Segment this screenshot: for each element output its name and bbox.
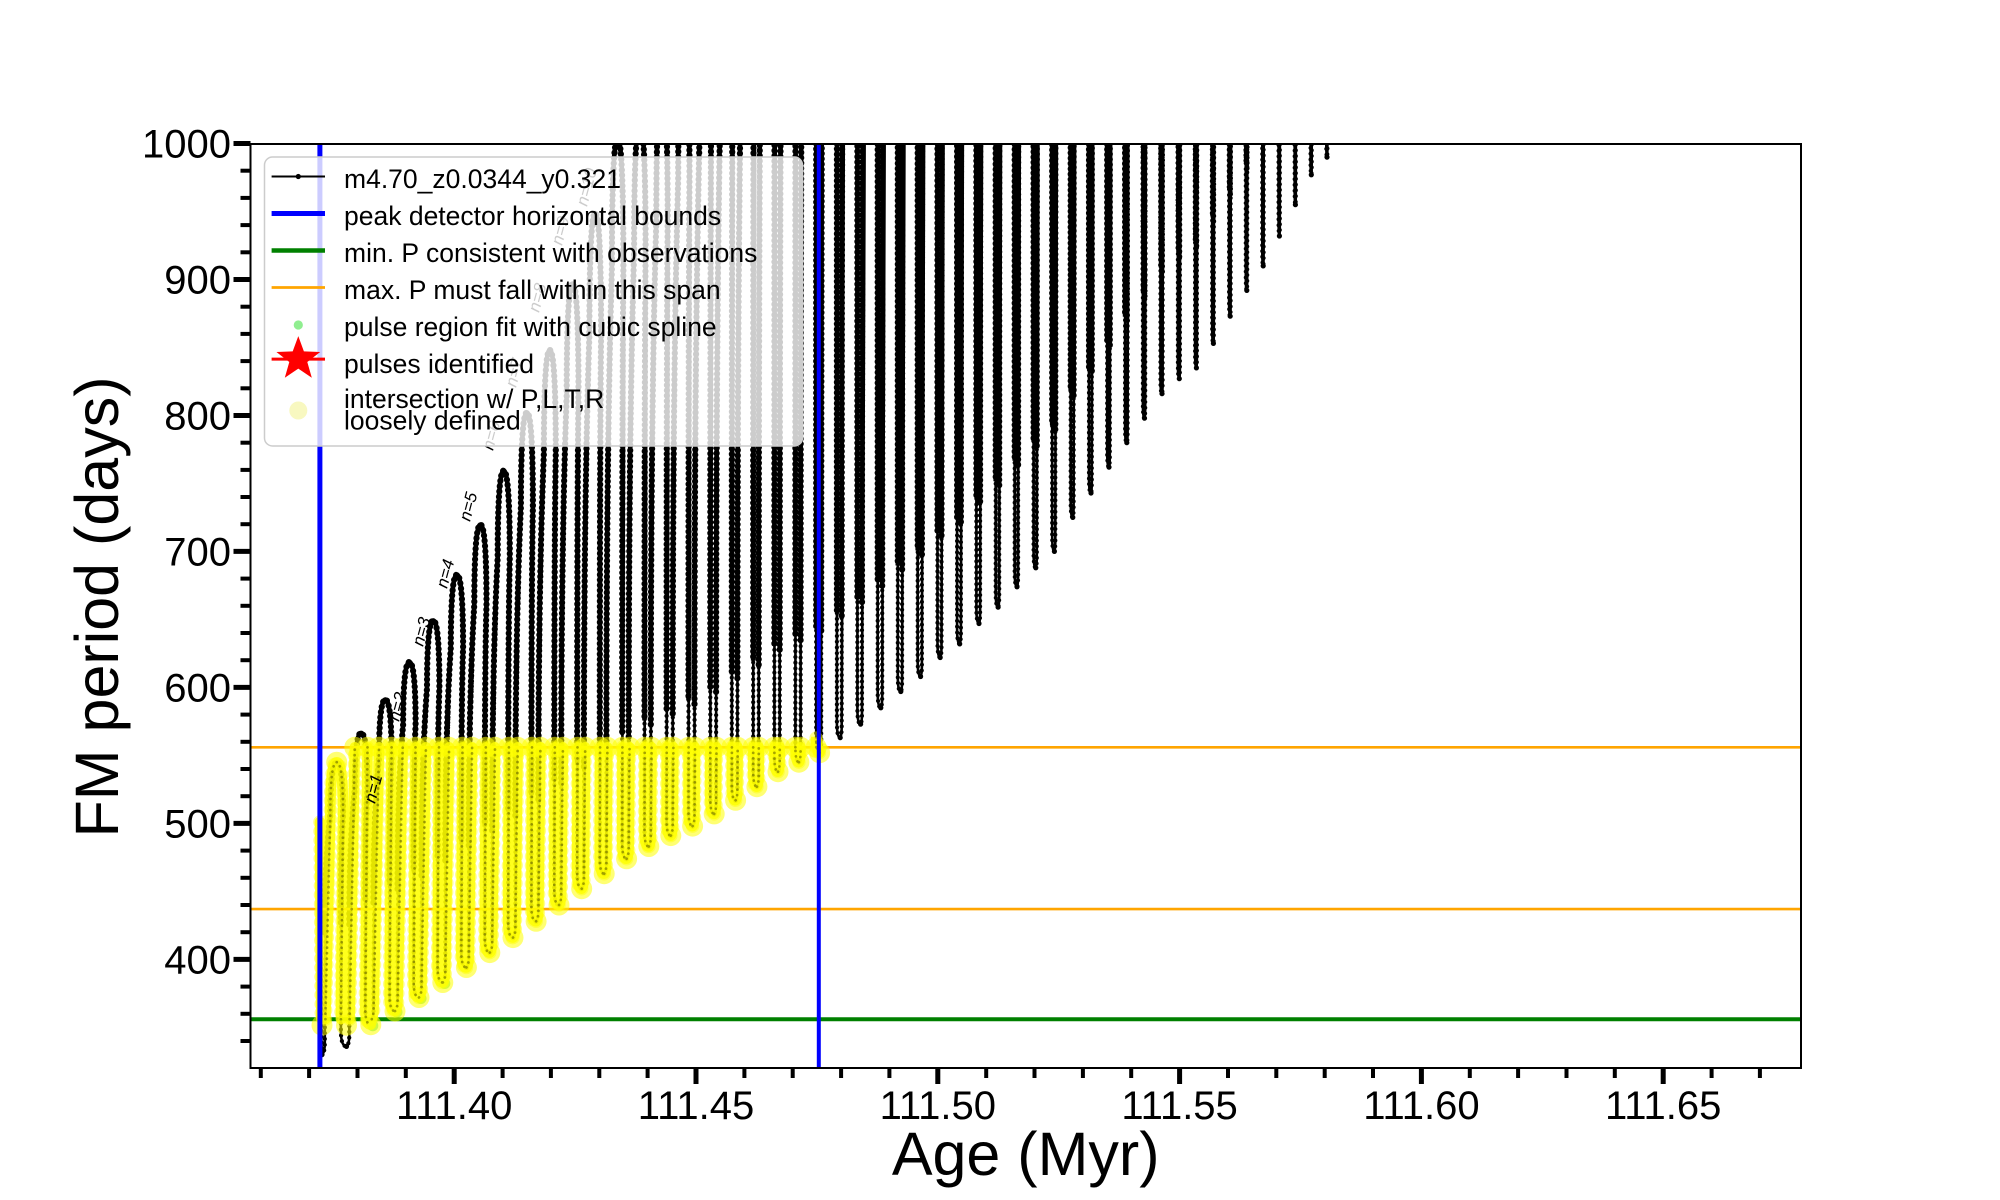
svg-text:Age (Myr): Age (Myr) [892,1120,1160,1188]
svg-text:600: 600 [164,666,231,710]
svg-text:1000: 1000 [142,123,231,167]
svg-text:111.45: 111.45 [638,1084,754,1128]
svg-text:111.60: 111.60 [1363,1084,1479,1128]
svg-text:111.40: 111.40 [396,1084,512,1128]
svg-text:max. P must fall within this s: max. P must fall within this span [344,275,721,305]
svg-text:111.55: 111.55 [1121,1084,1237,1128]
svg-text:800: 800 [164,395,231,439]
svg-text:loosely defined: loosely defined [344,406,521,436]
svg-text:500: 500 [164,802,231,846]
svg-text:m4.70_z0.0344_y0.321: m4.70_z0.0344_y0.321 [344,164,621,194]
svg-text:peak detector horizontal bound: peak detector horizontal bounds [344,201,721,231]
svg-text:700: 700 [164,530,231,574]
svg-text:pulse region fit with cubic sp: pulse region fit with cubic spline [344,312,717,342]
svg-text:111.65: 111.65 [1605,1084,1721,1128]
svg-text:400: 400 [164,938,231,982]
svg-text:intersection w/ P,L,T,R: intersection w/ P,L,T,R [344,384,604,414]
svg-text:111.50: 111.50 [880,1084,996,1128]
svg-text:pulses identified: pulses identified [344,349,534,379]
svg-text:FM period (days): FM period (days) [63,376,131,837]
svg-text:min. P consistent with observa: min. P consistent with observations [344,238,757,268]
svg-text:900: 900 [164,259,231,303]
